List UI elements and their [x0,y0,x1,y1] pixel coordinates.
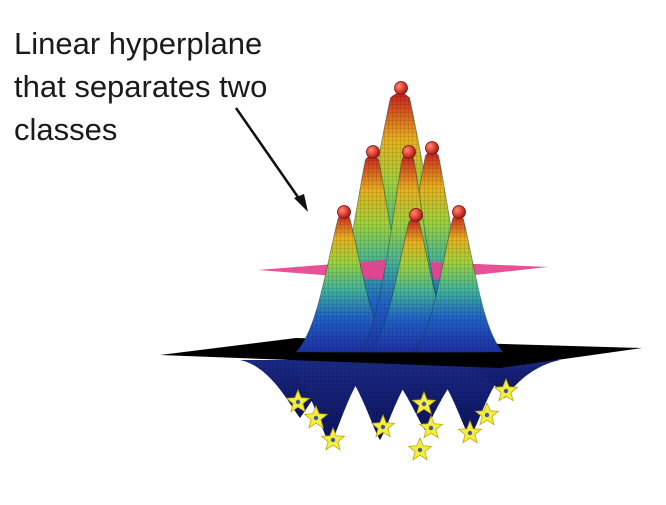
yellow-star-icon [409,438,432,460]
yellow-star-icon [459,421,482,443]
red-sphere-icon [395,82,408,95]
red-sphere-icon [426,142,439,155]
negative-valleys [240,360,560,445]
annotation-text: Linear hyperplane that separates two cla… [14,22,344,151]
arrow-head-icon [294,194,308,212]
red-sphere-icon [410,209,423,222]
surface-peaks-front [296,154,503,352]
red-sphere-icon [453,206,466,219]
red-sphere-icon [403,146,416,159]
red-sphere-icon [338,206,351,219]
red-sphere-icon [367,146,380,159]
